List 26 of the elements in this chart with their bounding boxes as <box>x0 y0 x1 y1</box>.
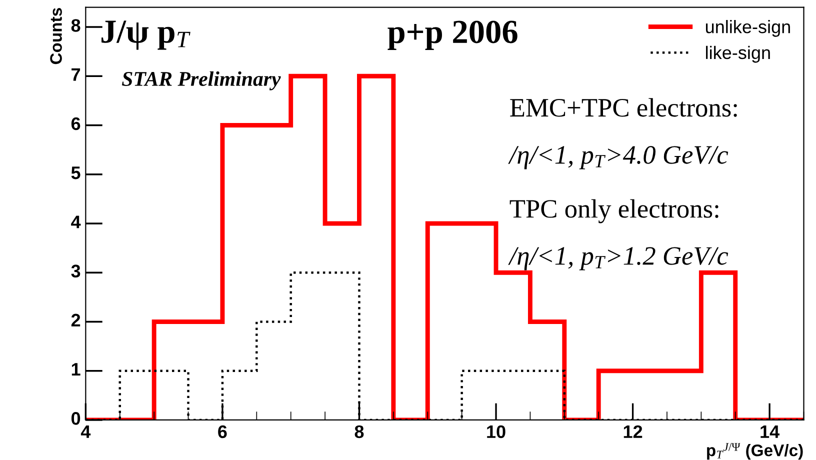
x-tick-label: 10 <box>487 425 506 438</box>
y-axis-title: Counts <box>50 8 62 64</box>
y-tick-label: 8 <box>71 19 80 32</box>
legend-label: like-sign <box>706 46 770 63</box>
text: STAR Preliminary <box>122 71 281 90</box>
y-tick-label: 4 <box>71 216 81 228</box>
y-tick-label: 6 <box>71 117 80 130</box>
annotation: p+p 2006 <box>388 20 518 50</box>
x-tick-label: 8 <box>354 425 364 438</box>
chart-title: J/ψ p$_{T}$ <box>102 20 190 50</box>
y-tick-label: 3 <box>71 264 80 278</box>
x-tick-label: 12 <box>624 425 642 438</box>
annotation: TPC only electrons: <box>510 199 718 224</box>
x-tick-label: 4 <box>80 426 91 438</box>
x-tick-label: 6 <box>218 425 227 438</box>
x-axis-title: p$_{T}$$^{J/Ψ}$ (GeV/c) <box>707 443 803 460</box>
annotation: /η/<1, p$_{T}$>4.0 GeV/c <box>508 146 728 170</box>
y-tick-label: 2 <box>71 314 80 326</box>
y-tick-label: 0 <box>71 412 80 425</box>
x-tick-label: 14 <box>760 426 780 438</box>
y-tick-label: 5 <box>71 166 80 180</box>
y-tick-label: 1 <box>72 363 80 376</box>
annotation: EMC+TPC electrons: <box>510 98 737 117</box>
annotation: /η/<1, p$_{T}$>1.2 GeV/c <box>508 247 728 270</box>
legend-label: unlike-sign <box>706 20 790 37</box>
y-tick-label: 7 <box>72 68 80 81</box>
